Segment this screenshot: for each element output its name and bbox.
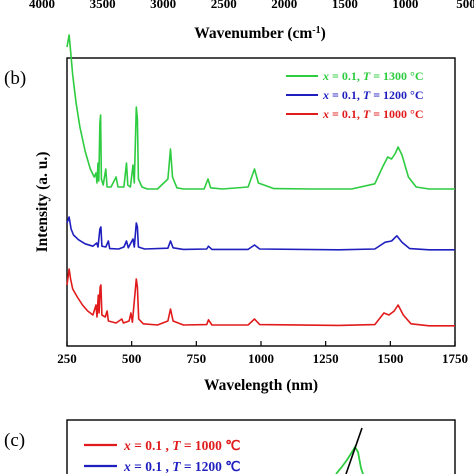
panel-b-legend-label-eq1: = 0.1, (329, 69, 363, 83)
panel-a-x-tick-label: 1000 (392, 0, 418, 11)
panel-a-xlabel-exponent: -1 (312, 25, 320, 36)
panel-a-x-tick-label: 1500 (332, 0, 358, 11)
panel-b-series-group (66, 34, 455, 327)
panel-b-legend-label-eq1: = 0.1, (329, 88, 363, 102)
panel-c-legend-label-eq1: = 0.1 , (131, 438, 172, 453)
panel-b-series-line-1 (66, 34, 455, 190)
panel-b-legend-label-var1: x (322, 107, 329, 121)
panel-c-plot-frame (66, 419, 456, 474)
panel-b-legend-label-var2: T (363, 69, 371, 83)
panel-c-legend-label: x = 0.1 , T = 1000 ℃ (123, 438, 241, 453)
panel-b-legend-label: x = 0.1, T = 1000 °C (322, 107, 424, 121)
panel-b-x-tick-label: 250 (57, 351, 77, 366)
panel-a-x-tick-label: 3000 (150, 0, 176, 11)
panel-c-legend-label-var2: T (172, 438, 181, 453)
panel-c-legend-label-var1: x (123, 459, 131, 474)
panel-b-legend-label: x = 0.1, T = 1300 °C (322, 69, 424, 83)
panel-c-legend: x = 0.1 , T = 1000 ℃x = 0.1 , T = 1200 ℃ (84, 438, 241, 474)
panel-b-x-tick-label: 500 (122, 351, 142, 366)
panel-b-legend-label-eq2: = 1200 °C (370, 88, 423, 102)
panel-c-legend-label: x = 0.1 , T = 1200 ℃ (123, 459, 241, 474)
panel-a-x-axis-label: Wavenumber (cm-1) (194, 25, 326, 43)
panel-a-x-tick-labels: 4000 3500 3000 2500 2000 1500 1000 500 (29, 0, 474, 11)
panel-b-x-axis-label: Wavelength (nm) (204, 377, 318, 394)
panel-b-legend-label-var2: T (363, 88, 371, 102)
panel-a: 4000 3500 3000 2500 2000 1500 1000 500 Wavenumb… (29, 0, 474, 42)
panel-c-fit-line (345, 427, 363, 474)
panel-b-x-tick-label: 1250 (313, 351, 339, 366)
panel-b-legend-label-eq2: = 1300 °C (370, 69, 423, 83)
panel-a-x-tick-label: 3500 (90, 0, 116, 11)
panel-b-legend: x = 0.1, T = 1300 °Cx = 0.1, T = 1200 °C… (286, 69, 424, 121)
panel-b-y-axis-label: Intensity (a. u.) (34, 152, 51, 253)
panel-b-x-tick-label: 1500 (377, 351, 403, 366)
panel-b-series-line-3 (66, 268, 455, 327)
panel-b-legend-label-var1: x (322, 69, 329, 83)
panel-b-x-tick-label: 750 (187, 351, 207, 366)
panel-a-x-tick-label: 500 (456, 0, 474, 11)
panel-b-legend-label: x = 0.1, T = 1200 °C (322, 88, 424, 102)
panel-b-legend-label-var2: T (363, 107, 371, 121)
panel-b-series-line-2 (66, 216, 455, 251)
panel-b-x-ticks: 250 500 750 1000 1250 1500 1750 (57, 341, 468, 366)
panel-a-x-tick-label: 2500 (211, 0, 237, 11)
panel-c-legend-label-var1: x (123, 438, 131, 453)
panel-c: (c) x = 0.1 , T = 1000 ℃x = 0.1 , T = 12… (4, 419, 456, 474)
panel-b-x-tick-label: 1750 (442, 351, 468, 366)
panel-a-x-tick-label: 2000 (271, 0, 297, 11)
panel-a-x-tick-label: 4000 (29, 0, 55, 11)
panel-b-x-tick-label: 1000 (248, 351, 274, 366)
panel-c-green-peak (335, 445, 364, 474)
panel-c-legend-label-eq1: = 0.1 , (131, 459, 172, 474)
panel-b-legend-label-eq1: = 0.1, (329, 107, 363, 121)
panel-c-letter: (c) (4, 430, 25, 451)
panel-b-letter: (b) (4, 68, 26, 89)
panel-c-legend-label-eq2: = 1200 ℃ (180, 459, 241, 474)
panel-b: (b) 250 500 750 1000 1250 1500 1750 x = 0.1, T… (4, 34, 468, 394)
panel-c-legend-label-var2: T (172, 459, 181, 474)
panel-b-legend-label-var1: x (322, 88, 329, 102)
panel-b-legend-label-eq2: = 1000 °C (370, 107, 423, 121)
panel-c-legend-label-eq2: = 1000 ℃ (180, 438, 241, 453)
